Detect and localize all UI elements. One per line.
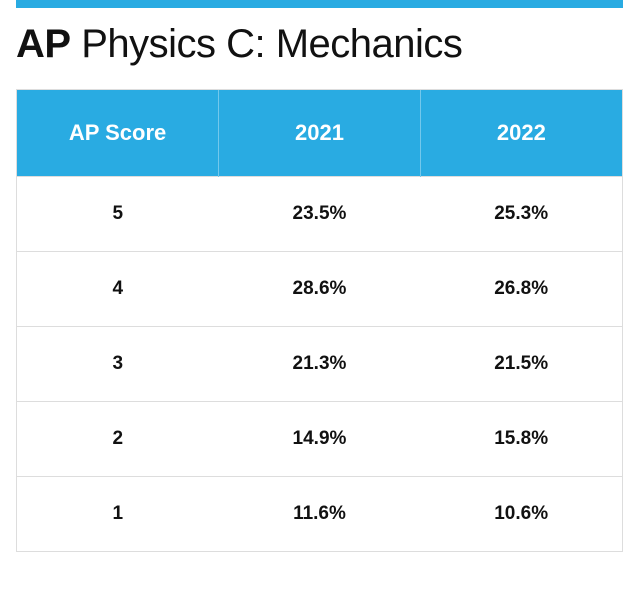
col-header-score: AP Score (17, 90, 219, 177)
cell-score: 1 (17, 477, 219, 552)
table-row: 4 28.6% 26.8% (17, 252, 622, 327)
score-table-container: AP Score 2021 2022 5 23.5% 25.3% 4 28.6%… (16, 89, 623, 552)
table-row: 5 23.5% 25.3% (17, 177, 622, 252)
score-table: AP Score 2021 2022 5 23.5% 25.3% 4 28.6%… (17, 90, 622, 551)
cell-2022: 15.8% (420, 402, 622, 477)
cell-2022: 25.3% (420, 177, 622, 252)
table-row: 3 21.3% 21.5% (17, 327, 622, 402)
table-row: 1 11.6% 10.6% (17, 477, 622, 552)
cell-2021: 14.9% (219, 402, 421, 477)
cell-2021: 28.6% (219, 252, 421, 327)
cell-2022: 26.8% (420, 252, 622, 327)
title-rest-part: Physics C: Mechanics (71, 22, 463, 66)
cell-2021: 23.5% (219, 177, 421, 252)
col-header-2021: 2021 (219, 90, 421, 177)
title-container: AP Physics C: Mechanics (0, 8, 639, 89)
cell-score: 5 (17, 177, 219, 252)
accent-bar (16, 0, 623, 8)
cell-2022: 21.5% (420, 327, 622, 402)
cell-2022: 10.6% (420, 477, 622, 552)
title-bold-part: AP (16, 22, 71, 66)
cell-score: 4 (17, 252, 219, 327)
cell-2021: 11.6% (219, 477, 421, 552)
cell-score: 3 (17, 327, 219, 402)
table-row: 2 14.9% 15.8% (17, 402, 622, 477)
cell-2021: 21.3% (219, 327, 421, 402)
cell-score: 2 (17, 402, 219, 477)
col-header-2022: 2022 (420, 90, 622, 177)
page-title: AP Physics C: Mechanics (16, 22, 623, 67)
table-header-row: AP Score 2021 2022 (17, 90, 622, 177)
